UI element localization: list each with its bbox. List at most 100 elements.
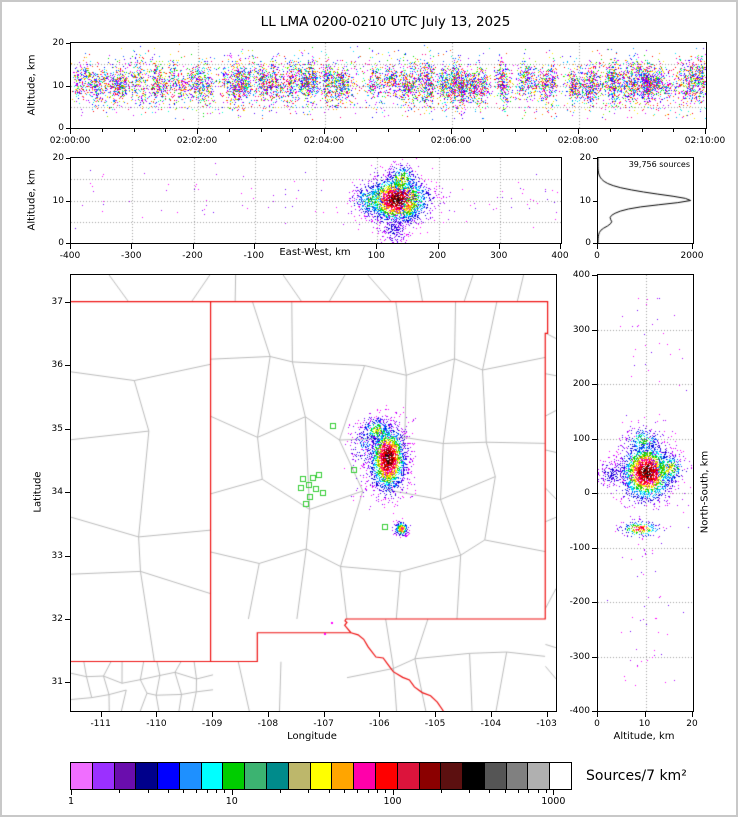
tick-label: 400 (572, 270, 590, 280)
panel-time-altitude (70, 42, 707, 129)
tick-mark (119, 790, 121, 793)
tick-label: 1 (67, 796, 75, 807)
tick-label: 20 (579, 153, 591, 163)
tick-mark (356, 790, 358, 793)
colorbar-cell (484, 763, 507, 789)
figure-title: LL LMA 0200-0210 UTC July 13, 2025 (260, 14, 511, 30)
tick-mark (489, 790, 491, 793)
tick-label: 10 (52, 195, 64, 206)
tick-mark (440, 790, 442, 793)
tick-label: -300 (121, 251, 142, 261)
tick-mark (482, 129, 484, 132)
tick-mark (592, 493, 597, 494)
tick-mark (419, 129, 421, 132)
tick-mark (560, 244, 561, 249)
tick-label: 2000 (680, 251, 704, 261)
tick-label: 100 (383, 796, 402, 807)
tick-label: 100 (367, 251, 385, 261)
tick-label: 20 (52, 38, 64, 48)
tick-mark (592, 656, 597, 658)
colorbar-cell (288, 763, 311, 789)
tick-mark (367, 790, 369, 793)
colorbar-cell (419, 763, 442, 789)
tick-mark (165, 129, 167, 132)
tick-mark (231, 790, 233, 795)
time-altitude-canvas (71, 43, 706, 128)
tick-mark (224, 790, 226, 793)
panel-plan-view-map (70, 274, 557, 712)
tick-mark (253, 244, 255, 249)
tick-label: 10 (225, 796, 238, 807)
colorbar-cell (354, 763, 376, 789)
tick-mark (592, 547, 597, 549)
north-south-panel-ylabel: North-South, km (699, 450, 711, 534)
colorbar-label: Sources/7 km² (586, 768, 687, 784)
tick-label: 300 (490, 251, 508, 261)
colorbar-cell (528, 763, 551, 789)
tick-mark (228, 129, 230, 132)
tick-label: -300 (569, 651, 590, 662)
tick-mark (517, 790, 519, 793)
tick-mark (267, 712, 269, 717)
tick-label: 20 (686, 719, 698, 729)
tick-mark (592, 384, 597, 385)
tick-label: 1000 (541, 796, 566, 807)
colorbar (70, 762, 572, 790)
tick-mark (592, 438, 597, 440)
tick-mark (66, 243, 70, 244)
tick-mark (578, 129, 579, 134)
north-south-panel-xlabel: Altitude, km (613, 731, 675, 742)
tick-mark (196, 790, 198, 793)
tick-label: 34 (51, 487, 63, 498)
colorbar-cell (550, 763, 571, 789)
tick-mark (66, 128, 70, 129)
tick-mark (100, 712, 102, 717)
tick-mark (545, 790, 547, 793)
colorbar-cell (441, 763, 464, 789)
tick-label: -106 (369, 719, 390, 729)
tick-label: -100 (569, 542, 590, 553)
tick-mark (593, 200, 597, 202)
colorbar-cell (397, 763, 420, 789)
tick-mark (514, 129, 516, 132)
colorbar-cell (375, 763, 398, 789)
tick-label: 0 (594, 719, 600, 729)
tick-mark (692, 244, 693, 249)
tick-mark (498, 244, 500, 249)
tick-mark (392, 790, 394, 795)
tick-mark (692, 712, 693, 717)
tick-mark (387, 129, 389, 132)
tick-label: 20 (52, 153, 64, 163)
tick-label: -100 (243, 251, 264, 261)
tick-mark (167, 790, 169, 793)
tick-mark (597, 244, 598, 249)
tick-label: -108 (257, 719, 279, 729)
tick-mark (206, 790, 208, 793)
tick-mark (592, 329, 597, 331)
tick-mark (593, 243, 597, 244)
colorbar-cell (223, 763, 246, 789)
tick-mark (673, 129, 675, 132)
tick-label: -105 (424, 719, 446, 729)
tick-label: 0 (594, 251, 600, 261)
colorbar-cell (332, 763, 355, 789)
tick-label: -200 (569, 597, 590, 607)
tick-mark (597, 712, 598, 717)
colorbar-cell (92, 763, 115, 789)
tick-mark (131, 244, 133, 249)
east-west-panel-xlabel: East-West, km (279, 247, 351, 258)
tick-label: 35 (51, 423, 63, 434)
tick-label: 100 (572, 433, 590, 444)
tick-mark (71, 790, 72, 795)
tick-mark (66, 200, 70, 202)
tick-mark (183, 790, 185, 793)
map-xlabel: Longitude (287, 731, 337, 742)
panel-east-west-altitude (70, 157, 562, 244)
tick-mark (197, 129, 198, 134)
tick-mark (379, 712, 381, 717)
tick-label: 02:00:00 (49, 136, 91, 146)
tick-mark (593, 158, 597, 159)
tick-mark (546, 129, 548, 132)
source-count-annotation: 39,756 sources (628, 160, 690, 169)
